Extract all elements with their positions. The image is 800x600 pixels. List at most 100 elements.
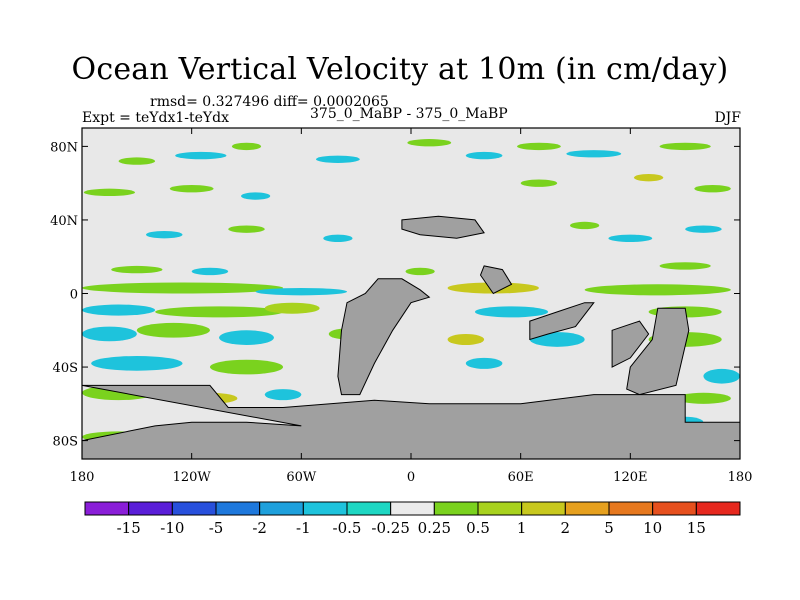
contour-patch [264, 389, 302, 401]
contour-patch [570, 221, 600, 230]
colorbar-label: -5 [209, 519, 224, 537]
experiment-label: Expt = teYdx1-teYdx [82, 110, 229, 126]
colorbar: -15 -10 -5 -2 -1 -0.5 -0.25 0.25 0.5 1 2 5 10 15 [84, 501, 741, 537]
contour-patch [694, 185, 731, 193]
contour-patch [520, 179, 558, 187]
contour-patch [136, 322, 210, 338]
colorbar-box [390, 501, 435, 516]
contour-patch [685, 225, 722, 233]
lon-tick-label: 120W [173, 470, 212, 485]
colorbar-label: -0.25 [371, 519, 409, 537]
contour-patch [83, 188, 136, 197]
contour-patch [405, 267, 435, 276]
lat-tick-label: 40N [50, 214, 78, 229]
land-polygon [479, 265, 513, 295]
map-field [82, 128, 740, 459]
comparison-label: 375_0_MaBP - 375_0_MaBP [310, 106, 508, 122]
season-label: DJF [714, 110, 741, 126]
contour-patch [566, 150, 622, 158]
contour-patch [676, 392, 731, 404]
contour-patch [315, 155, 360, 163]
colorbar-label: 5 [604, 519, 614, 537]
land-polygon [82, 384, 740, 459]
colorbar-label: -10 [160, 519, 184, 537]
lat-tick-label: 40S [53, 361, 78, 376]
contour-patch [608, 234, 653, 243]
contour-patch [82, 326, 137, 342]
contour-patch [118, 157, 156, 165]
lon-tick-label: 180 [728, 470, 753, 485]
colorbar-box [564, 501, 610, 516]
land-polygon [401, 215, 485, 239]
contour-patch [111, 265, 163, 274]
land-polygon [337, 278, 431, 396]
land-polygon [529, 302, 595, 341]
colorbar-box [433, 501, 479, 516]
colorbar-box [608, 501, 654, 516]
contour-patch [517, 142, 561, 151]
colorbar-box [477, 501, 523, 516]
contour-patch [703, 368, 740, 384]
land-polygon [611, 320, 650, 368]
contour-patch [91, 356, 183, 371]
colorbar-box [171, 501, 217, 516]
colorbar-label: 0.25 [418, 519, 451, 537]
colorbar-box [695, 501, 741, 516]
contour-patch [82, 282, 284, 294]
contour-patch [584, 284, 731, 296]
contour-patch [219, 330, 274, 345]
colorbar-box [652, 501, 697, 516]
contour-patch [241, 192, 271, 200]
contour-patch [231, 142, 262, 151]
colorbar-label: -15 [117, 519, 141, 537]
stats-text: rmsd= 0.327496 diff= 0.0002065 [150, 94, 389, 110]
contour-patch [255, 287, 348, 296]
contour-patch [633, 173, 664, 182]
colorbar-label: 10 [643, 519, 662, 537]
contour-patch [264, 302, 320, 314]
contour-patch [169, 185, 214, 193]
colorbar-label: 0.5 [466, 519, 490, 537]
lon-tick-label: 180 [70, 470, 95, 485]
contour-patch [228, 225, 265, 233]
colorbar-label: -2 [252, 519, 267, 537]
contour-patch [191, 267, 229, 276]
colorbar-label: -1 [296, 519, 311, 537]
lat-tick-label: 0 [70, 288, 78, 303]
lon-tick-label: 60W [286, 470, 317, 485]
plot-title: Ocean Vertical Velocity at 10m (in cm/da… [71, 52, 729, 87]
land-mask [82, 215, 740, 459]
lat-tick-label: 80S [53, 435, 78, 450]
longitude-axis: 180 120W 60W 0 60E 120E 180 [70, 128, 753, 485]
contour-patch [659, 142, 711, 151]
latitude-axis: 80N 40N 0 40S 80S [50, 140, 740, 450]
contour-patch [659, 262, 711, 270]
colorbar-label: 1 [517, 519, 527, 537]
contour-patch [145, 230, 183, 239]
colorbar-label: 2 [561, 519, 571, 537]
colorbar-box [346, 501, 392, 516]
contour-patch [407, 139, 452, 147]
contour-patch [447, 333, 485, 345]
colorbar-box [521, 501, 566, 516]
lon-tick-label: 120E [613, 470, 647, 485]
contour-patch [155, 306, 284, 318]
colorbar-box [128, 501, 173, 516]
lon-tick-label: 60E [508, 470, 534, 485]
colorbar-box [259, 501, 304, 516]
colorbar-box [84, 501, 130, 516]
contour-patch [465, 151, 503, 160]
contour-patch [323, 234, 353, 243]
contour-patch [209, 359, 284, 375]
lat-tick-label: 80N [50, 140, 78, 155]
contour-patch [465, 357, 503, 369]
colorbar-label: 15 [687, 519, 706, 537]
contour-patch [175, 151, 227, 160]
contour-patch [474, 306, 549, 318]
colorbar-box [215, 501, 261, 516]
lon-tick-label: 0 [407, 470, 415, 485]
colorbar-box [302, 501, 348, 516]
contour-patch [82, 304, 156, 316]
colorbar-label: -0.5 [333, 519, 362, 537]
